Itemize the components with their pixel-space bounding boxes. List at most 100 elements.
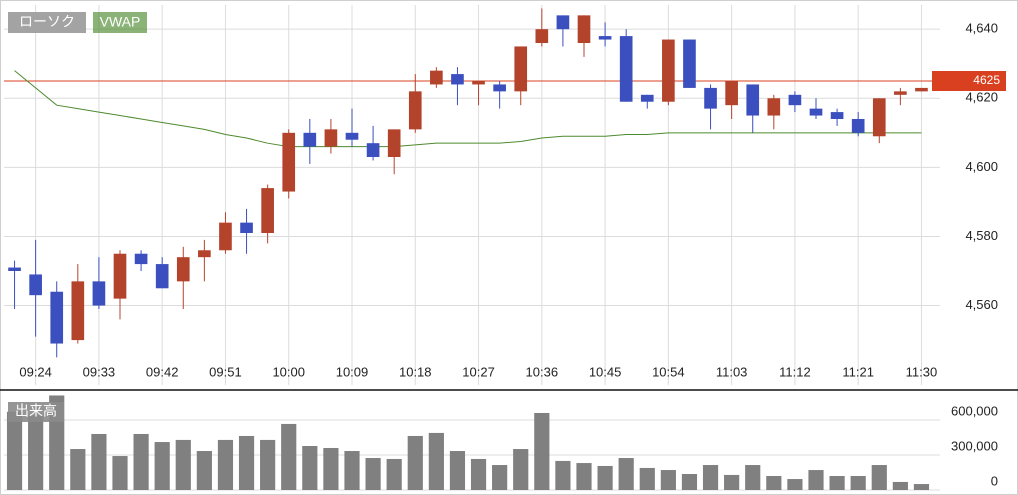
candle-body — [8, 267, 21, 271]
y-tick-label: 300,000 — [951, 438, 998, 453]
y-tick-label: 600,000 — [951, 403, 998, 418]
candle-body — [704, 87, 717, 109]
volume-bar — [766, 475, 782, 490]
volume-bar — [850, 475, 866, 490]
candle-body — [472, 81, 485, 85]
x-tick-label: 10:45 — [589, 364, 622, 379]
volume-bar — [787, 479, 803, 490]
volume-bar — [913, 484, 930, 490]
x-tick-label: 10:00 — [272, 364, 305, 379]
candle-body — [640, 94, 654, 102]
x-tick-label: 11:21 — [842, 364, 874, 379]
volume-bar — [154, 442, 170, 490]
y-tick-label: 4,560 — [965, 297, 998, 312]
y-tick-label: 0 — [991, 473, 998, 488]
volume-bar — [70, 449, 86, 490]
volume-bar — [133, 433, 149, 490]
volume-bar — [534, 412, 550, 490]
x-tick-label: 10:54 — [652, 364, 685, 379]
legend-box — [8, 12, 86, 33]
candle-body — [408, 91, 422, 130]
candle-body — [29, 274, 42, 296]
volume-bar — [260, 439, 276, 490]
legend-box — [93, 12, 147, 33]
volume-bar — [28, 415, 44, 490]
volume-bar — [618, 458, 634, 490]
y-tick-label: 4,640 — [965, 21, 998, 36]
candle-body — [92, 281, 106, 306]
legend-box — [8, 402, 64, 422]
volume-bar — [323, 447, 339, 490]
x-tick-label: 11:12 — [779, 364, 811, 379]
candle-body — [493, 84, 506, 92]
volume-bar — [91, 433, 107, 490]
volume-bar — [639, 467, 655, 490]
candle-body — [746, 84, 760, 116]
candle-body — [451, 74, 464, 85]
volume-bar — [196, 451, 212, 490]
candle-body — [155, 264, 169, 289]
volume-bar — [407, 435, 423, 490]
volume-bar — [344, 451, 360, 490]
volume-bar — [745, 465, 761, 490]
volume-bar — [238, 435, 255, 490]
candle-body — [662, 39, 675, 102]
x-tick-label: 10:36 — [526, 364, 559, 379]
volume-bar — [576, 463, 592, 490]
volume-bar — [702, 465, 719, 490]
candle-body — [303, 132, 317, 147]
legend-volume: 出来高 — [15, 403, 57, 419]
volume-bar — [492, 465, 508, 490]
candle-body — [894, 91, 907, 95]
candle-body — [577, 15, 591, 43]
x-tick-label: 11:03 — [716, 364, 748, 379]
volume-bar — [871, 465, 887, 490]
volume-bar — [449, 451, 466, 490]
candle-body — [788, 94, 802, 106]
candle-body — [872, 98, 886, 137]
vwap-line — [14, 70, 922, 148]
volume-bar — [892, 481, 908, 490]
legend-vwap: VWAP — [100, 14, 141, 30]
volume-bar — [513, 449, 529, 490]
volume-bar — [217, 439, 234, 490]
candle-body — [535, 29, 549, 43]
x-tick-label: 09:24 — [19, 364, 52, 379]
candle-body — [261, 188, 274, 233]
candle-body — [387, 129, 401, 157]
volume-bar — [660, 470, 676, 490]
candle-body — [324, 129, 338, 147]
candle-body — [767, 98, 781, 116]
candle-body — [851, 119, 865, 133]
volume-bar — [175, 439, 191, 490]
volume-bar — [470, 458, 487, 490]
volume-bar — [681, 474, 698, 490]
volume-bar — [428, 432, 444, 490]
volume-bar — [365, 458, 381, 490]
current-price-box — [932, 71, 1006, 91]
x-tick-label: 11:30 — [906, 364, 938, 379]
candle-body — [50, 291, 64, 344]
candle-body — [915, 87, 928, 92]
volume-bar — [281, 423, 297, 490]
candle-body — [71, 281, 85, 341]
candle-body — [198, 250, 211, 258]
volume-bar — [555, 460, 571, 490]
x-tick-label: 10:27 — [462, 364, 495, 379]
x-tick-label: 09:33 — [83, 364, 116, 379]
candle-body — [598, 36, 612, 40]
candle-body — [219, 222, 232, 251]
y-tick-label: 4,600 — [965, 159, 998, 174]
x-tick-label: 09:42 — [146, 364, 179, 379]
candle-body — [134, 253, 148, 265]
candle-body — [430, 70, 443, 85]
candle-body — [176, 257, 190, 282]
x-tick-label: 10:18 — [399, 364, 432, 379]
y-tick-label: 4,620 — [965, 90, 998, 105]
current-price-label: 4625 — [973, 73, 1000, 87]
volume-bar — [386, 458, 402, 490]
candle-body — [556, 15, 570, 30]
y-tick-label: 4,580 — [965, 228, 998, 243]
